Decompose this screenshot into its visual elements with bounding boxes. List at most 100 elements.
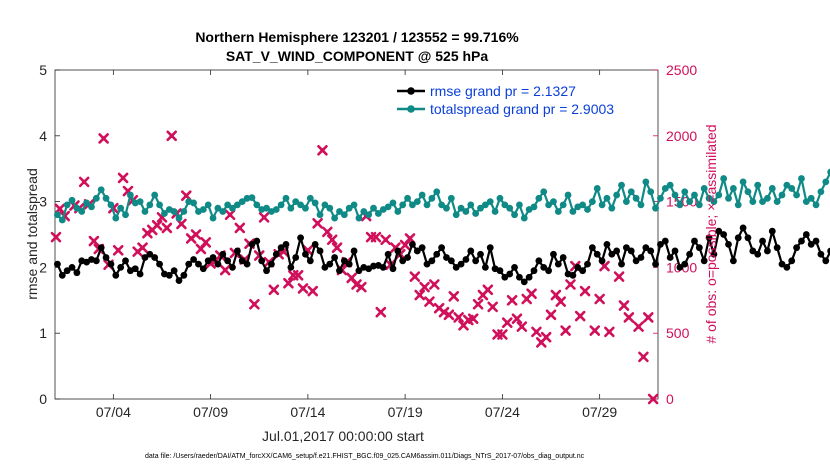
series-1-point	[321, 201, 329, 209]
series-1-point	[652, 204, 659, 212]
obs-marker-center	[315, 221, 320, 226]
series-0-point	[248, 240, 256, 248]
series-0-point	[710, 250, 718, 258]
obs-marker-center	[140, 245, 145, 250]
obs-marker-center	[553, 292, 559, 298]
series-1-point	[302, 204, 309, 212]
series-1-point	[700, 185, 708, 192]
obs-marker	[331, 242, 343, 253]
obs-marker-center	[529, 291, 534, 296]
series-0-point	[272, 250, 280, 258]
series-0-point	[574, 264, 582, 271]
series-1-point	[365, 211, 373, 219]
obs-marker-center	[53, 234, 59, 240]
series-0-point	[516, 273, 523, 281]
series-0-point	[443, 254, 450, 261]
series-1-point	[428, 194, 436, 202]
series-layer	[54, 168, 830, 286]
series-1-point	[788, 185, 796, 192]
obs-marker-center	[568, 282, 573, 287]
series-0-point	[530, 267, 538, 275]
obs-marker	[312, 218, 323, 229]
obs-marker-center	[519, 324, 525, 329]
series-1-point	[618, 181, 625, 189]
series-0-point	[715, 227, 723, 235]
series-0-point	[340, 257, 348, 265]
obs-marker	[560, 325, 571, 336]
series-1-point	[374, 210, 382, 217]
series-1-point	[233, 201, 241, 209]
series-0-point	[632, 257, 640, 265]
obs-marker-center	[636, 324, 641, 329]
series-0-point	[579, 267, 587, 275]
series-0-point	[447, 257, 455, 265]
obs-marker-center	[471, 316, 476, 321]
obs-marker	[482, 284, 494, 296]
series-0-point	[146, 250, 154, 258]
obs-marker	[419, 281, 430, 293]
series-1-point	[608, 204, 616, 212]
series-0-point	[467, 247, 475, 255]
series-0-point	[725, 240, 732, 248]
obs-marker	[283, 277, 294, 289]
obs-marker-center	[505, 320, 510, 325]
obs-marker-center	[57, 206, 63, 212]
series-1-point	[710, 198, 718, 206]
series-0-point	[190, 256, 197, 263]
obs-marker-center	[432, 282, 437, 287]
series-0-point	[277, 244, 285, 252]
series-0-point	[759, 237, 766, 245]
series-0-point	[399, 257, 407, 265]
x-tick-label-0: 07/04	[96, 404, 131, 420]
series-0-point	[452, 264, 460, 271]
series-1-point	[263, 204, 270, 212]
obs-marker-center	[626, 315, 632, 320]
series-0-point	[433, 250, 441, 258]
obs-marker-center	[500, 332, 505, 337]
series-0-point	[511, 264, 518, 271]
obs-marker-center	[227, 212, 233, 217]
obs-marker	[540, 331, 552, 343]
y-axis-label: rmse and totalspread	[24, 168, 40, 300]
obs-marker-center	[378, 309, 384, 315]
series-0-point	[608, 250, 616, 258]
series-0-point	[287, 264, 295, 271]
obs-marker-center	[359, 284, 364, 290]
series-0-point	[350, 247, 358, 255]
series-1-point	[136, 198, 144, 206]
obs-marker-center	[286, 280, 291, 286]
y-tick-label-1: 1	[39, 325, 47, 341]
obs-marker	[375, 306, 387, 318]
series-1-point	[282, 194, 290, 202]
series-1-point	[447, 194, 455, 202]
series-0-point	[355, 267, 363, 275]
series-1-point	[501, 201, 509, 209]
series-1-point	[739, 178, 747, 186]
series-1-point	[331, 214, 339, 222]
series-0-point	[199, 265, 207, 273]
series-1-point	[511, 211, 518, 219]
obs-marker-center	[261, 215, 267, 220]
obs-marker-center	[509, 298, 515, 303]
obs-marker-center	[407, 236, 413, 241]
obs-marker-center	[475, 302, 481, 307]
obs-marker	[190, 229, 202, 240]
series-1-point	[272, 206, 280, 213]
series-1-point	[83, 199, 91, 207]
obs-marker	[409, 271, 421, 282]
series-0-point	[642, 244, 650, 252]
obs-marker-center	[514, 316, 520, 321]
series-0-point	[661, 237, 669, 245]
series-0-point	[486, 244, 494, 252]
series-1-point	[117, 204, 125, 212]
obs-marker-center	[237, 225, 242, 231]
series-1-point	[647, 188, 655, 196]
series-1-point	[151, 191, 159, 199]
obs-marker-center	[198, 246, 204, 252]
series-1-point	[817, 188, 825, 196]
obs-marker-center	[563, 328, 568, 333]
series-0-point	[131, 265, 139, 273]
series-0-point	[209, 254, 217, 261]
series-0-point	[627, 247, 635, 255]
